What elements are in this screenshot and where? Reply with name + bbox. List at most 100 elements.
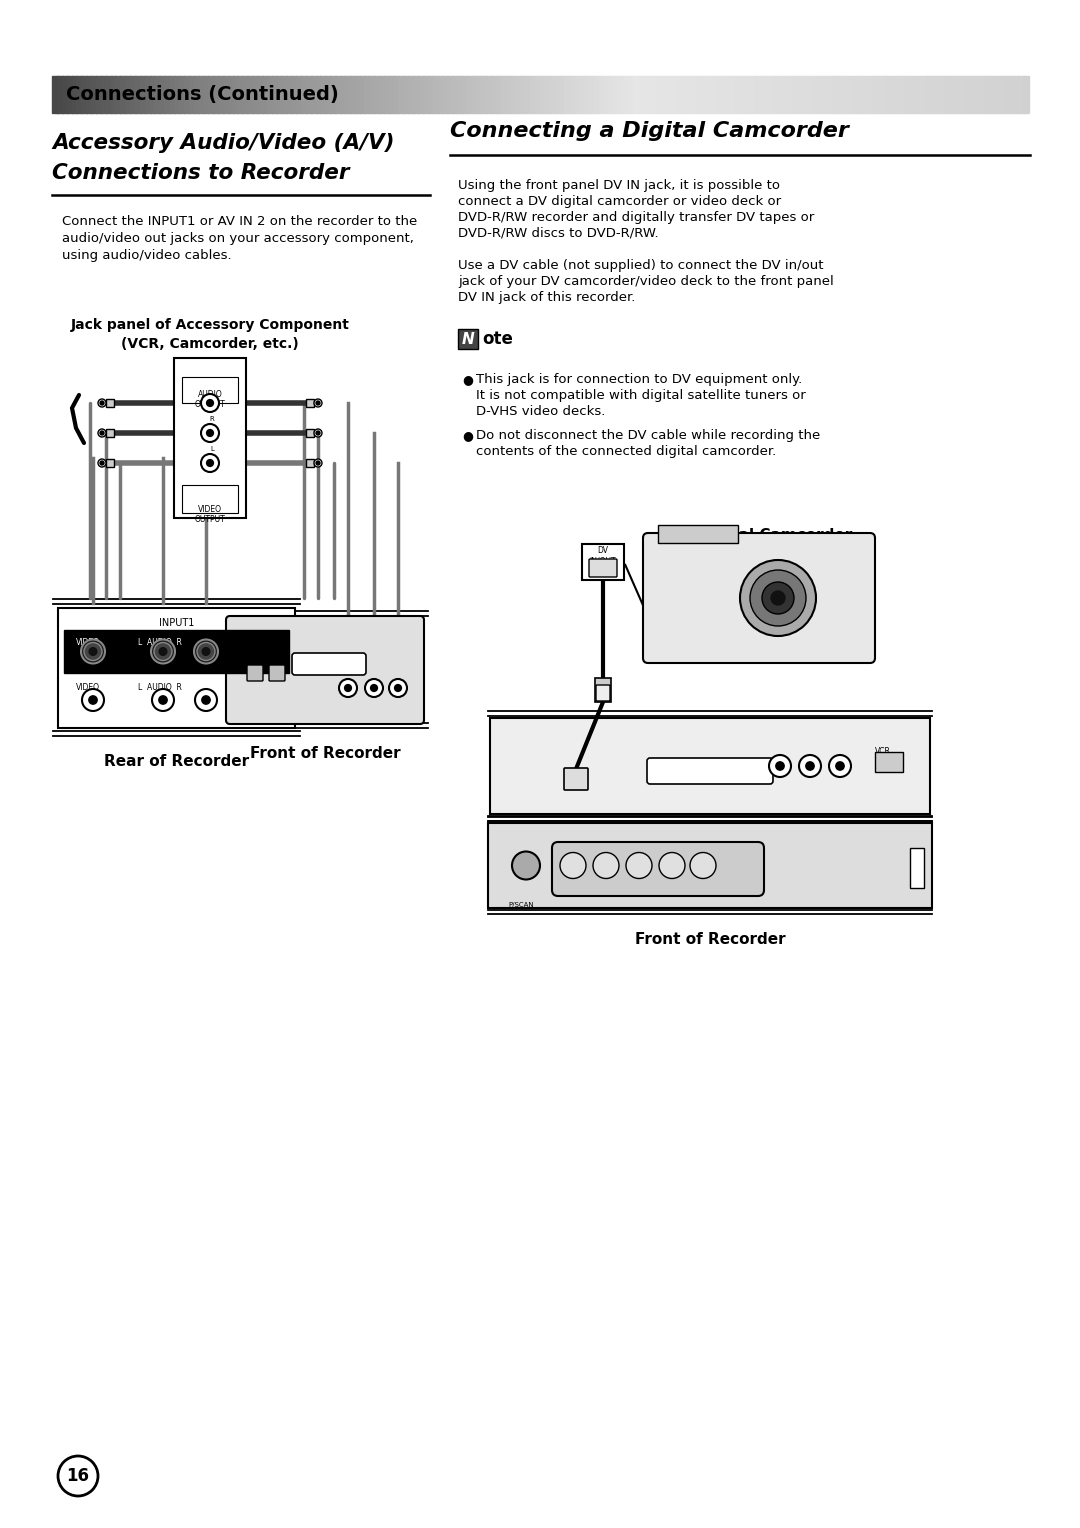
Bar [110,76,117,113]
Bar [848,76,853,113]
Bar [662,76,667,113]
Circle shape [314,429,322,437]
Circle shape [806,762,814,770]
Text: ote: ote [482,330,513,348]
Bar [999,76,1004,113]
Bar [77,76,82,113]
FancyBboxPatch shape [292,652,366,675]
Bar [926,76,931,113]
Bar [862,76,868,113]
Bar [437,76,444,113]
Bar [511,76,516,113]
FancyBboxPatch shape [564,769,588,790]
Text: DVD-R/RW discs to DVD-R/RW.: DVD-R/RW discs to DVD-R/RW. [458,228,659,240]
Bar [379,76,384,113]
Circle shape [690,853,716,879]
Bar [584,76,590,113]
Circle shape [769,755,791,778]
Circle shape [762,582,794,614]
Bar [726,76,731,113]
Bar [535,76,541,113]
Bar [589,76,595,113]
Bar [842,76,849,113]
Bar [330,76,336,113]
Bar [218,76,224,113]
Text: DV
IN/OUT: DV IN/OUT [590,545,617,565]
Text: audio/video out jacks on your accessory component,: audio/video out jacks on your accessory … [62,232,414,244]
Circle shape [206,429,214,437]
Circle shape [98,399,106,406]
Bar [408,76,414,113]
Bar [139,76,146,113]
Circle shape [389,678,407,697]
Bar [658,526,738,542]
Bar [867,76,873,113]
Bar [788,76,795,113]
Circle shape [206,400,214,406]
Bar [222,76,229,113]
Bar [374,76,380,113]
Bar [711,76,717,113]
Bar [458,329,478,348]
Bar [457,76,463,113]
Bar [515,76,522,113]
Bar [896,76,902,113]
Bar [91,76,97,113]
Bar [828,76,834,113]
Bar [228,76,233,113]
Bar [86,76,92,113]
Bar [490,718,930,814]
FancyBboxPatch shape [247,665,264,681]
Bar [555,76,561,113]
Circle shape [365,678,383,697]
Text: VCR: VCR [875,747,891,756]
Text: It is not compatible with digital satellite tuners or: It is not compatible with digital satell… [476,390,806,402]
Circle shape [151,640,175,663]
Circle shape [750,570,806,626]
Bar [637,76,644,113]
Bar [964,76,971,113]
Circle shape [659,853,685,879]
Circle shape [836,762,845,770]
Text: Use a DV cable (not supplied) to connect the DV in/out: Use a DV cable (not supplied) to connect… [458,260,824,272]
Bar [64,630,289,672]
Bar [106,76,111,113]
Bar [286,76,292,113]
Bar [242,76,248,113]
Circle shape [100,400,104,405]
Bar [769,76,775,113]
Bar [106,429,114,437]
FancyBboxPatch shape [596,685,610,701]
Circle shape [370,685,377,691]
Text: contents of the connected digital camcorder.: contents of the connected digital camcor… [476,445,777,458]
FancyBboxPatch shape [552,842,764,895]
Bar [71,76,78,113]
Bar [852,76,859,113]
Circle shape [512,851,540,880]
Bar [130,76,136,113]
Bar [150,76,156,113]
Bar [740,76,746,113]
Circle shape [799,755,821,778]
Bar [433,76,438,113]
Bar [193,76,200,113]
Bar [697,76,702,113]
Circle shape [316,431,320,435]
Bar [306,399,314,406]
Bar [989,76,995,113]
Circle shape [775,762,784,770]
Bar [765,76,770,113]
Bar [720,76,727,113]
Bar [970,76,975,113]
Bar [443,76,448,113]
Bar [418,76,423,113]
Bar [994,76,1000,113]
Bar [306,458,314,468]
Circle shape [314,399,322,406]
Bar [125,76,131,113]
Circle shape [98,458,106,468]
Circle shape [195,689,217,711]
Text: (VCR, Camcorder, etc.): (VCR, Camcorder, etc.) [121,338,299,351]
Text: Connections to Recorder: Connections to Recorder [52,163,350,183]
Bar [779,76,785,113]
